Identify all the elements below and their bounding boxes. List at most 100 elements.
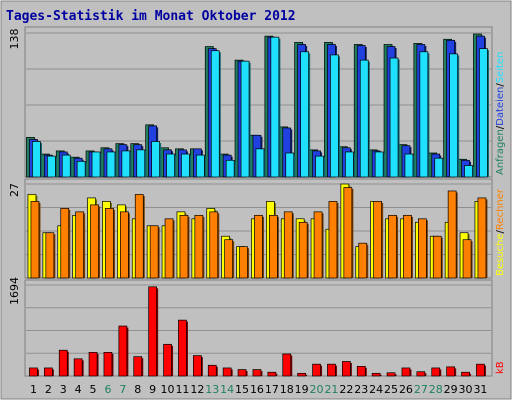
x-tick-label: 30 xyxy=(459,383,473,396)
bar xyxy=(359,59,369,178)
bar xyxy=(239,246,248,279)
bar xyxy=(58,349,68,377)
x-tick-label: 13 xyxy=(205,383,219,396)
bar xyxy=(43,367,53,377)
y-max-label: 138 xyxy=(8,29,21,50)
x-tick-label: 3 xyxy=(60,383,67,396)
bar xyxy=(178,319,187,377)
label-separator: / xyxy=(495,229,506,233)
x-tick-label: 5 xyxy=(90,383,97,396)
right-axis-label: Anfragen/Dateien/Seiten xyxy=(495,52,506,175)
panel-frame xyxy=(24,279,493,377)
bar xyxy=(282,353,292,377)
bar xyxy=(269,214,278,279)
x-tick-label: 14 xyxy=(220,383,234,396)
bar xyxy=(30,201,40,279)
bar xyxy=(222,367,232,377)
bar xyxy=(270,36,280,178)
bar xyxy=(119,211,129,279)
bar xyxy=(447,190,457,279)
bar xyxy=(75,211,85,279)
bar xyxy=(61,154,71,178)
bar xyxy=(419,51,429,178)
bar xyxy=(356,365,366,377)
x-tick-label: 24 xyxy=(369,383,383,396)
bar xyxy=(73,358,83,377)
bar xyxy=(194,214,204,279)
bar xyxy=(416,371,426,377)
bar xyxy=(149,225,159,279)
bar xyxy=(449,53,458,178)
bar xyxy=(328,201,338,279)
bar xyxy=(210,50,220,178)
bar xyxy=(297,372,306,377)
bar xyxy=(431,367,441,377)
bar xyxy=(374,151,384,178)
x-tick-label: 28 xyxy=(429,383,443,396)
bar xyxy=(386,372,396,377)
bar xyxy=(389,57,399,178)
bar xyxy=(134,194,144,279)
legend-kb: kB xyxy=(495,361,506,374)
x-tick-label: 7 xyxy=(119,383,126,396)
x-tick-label: 6 xyxy=(104,383,111,396)
bar xyxy=(476,363,485,377)
legend-besuche: Besuche xyxy=(495,233,506,276)
series-seiten xyxy=(32,36,489,178)
bar xyxy=(76,160,86,178)
x-tick-label: 23 xyxy=(354,383,368,396)
x-tick-label: 19 xyxy=(295,383,309,396)
bar xyxy=(209,211,219,279)
x-tick-label: 9 xyxy=(149,383,156,396)
bar xyxy=(179,214,189,279)
bar xyxy=(327,363,336,377)
bar xyxy=(401,367,411,377)
bar xyxy=(267,371,277,377)
series-kb xyxy=(29,286,486,377)
x-tick-label: 17 xyxy=(265,383,279,396)
legend-rechner: Rechner xyxy=(495,188,506,230)
x-tick-label: 21 xyxy=(324,383,338,396)
bar xyxy=(46,155,56,178)
x-tick-label: 27 xyxy=(414,383,428,396)
bar xyxy=(254,214,263,279)
x-tick-label: 4 xyxy=(75,383,82,396)
chart-panels: 138Anfragen/Dateien/Seiten27Besuche/Rech… xyxy=(8,26,506,377)
bar xyxy=(446,366,455,377)
bar xyxy=(418,218,427,279)
bar xyxy=(477,197,487,279)
chart-title: Tages-Statistik im Monat Oktober 2012 xyxy=(6,9,296,24)
bar xyxy=(404,153,414,178)
bar xyxy=(283,211,293,279)
x-tick-label: 8 xyxy=(134,383,141,396)
y-max-label: 27 xyxy=(8,183,21,197)
bar xyxy=(315,155,324,178)
x-tick-label: 10 xyxy=(161,383,175,396)
bar xyxy=(29,367,38,377)
bar xyxy=(45,232,55,279)
x-tick-label: 12 xyxy=(190,383,204,396)
bar xyxy=(388,214,397,279)
chart-panel-3: 1694 kB xyxy=(8,277,506,377)
bar xyxy=(121,150,131,178)
right-axis-label: kB xyxy=(495,361,506,374)
legend-anfragen: Anfragen xyxy=(495,129,506,175)
bar xyxy=(163,343,172,377)
bar xyxy=(181,153,190,178)
bar xyxy=(88,352,98,377)
x-tick-label: 15 xyxy=(235,383,249,396)
bar xyxy=(118,325,128,377)
legend-dateien: Dateien xyxy=(495,87,506,126)
right-axis-label: Besuche/Rechner xyxy=(495,188,506,276)
bar xyxy=(106,151,116,178)
bar xyxy=(403,214,412,279)
bar xyxy=(313,211,323,279)
label-separator: / xyxy=(495,83,506,87)
bar xyxy=(207,364,217,377)
bar xyxy=(434,157,444,178)
bar xyxy=(225,159,235,178)
bar xyxy=(371,372,381,377)
bar xyxy=(164,218,174,279)
